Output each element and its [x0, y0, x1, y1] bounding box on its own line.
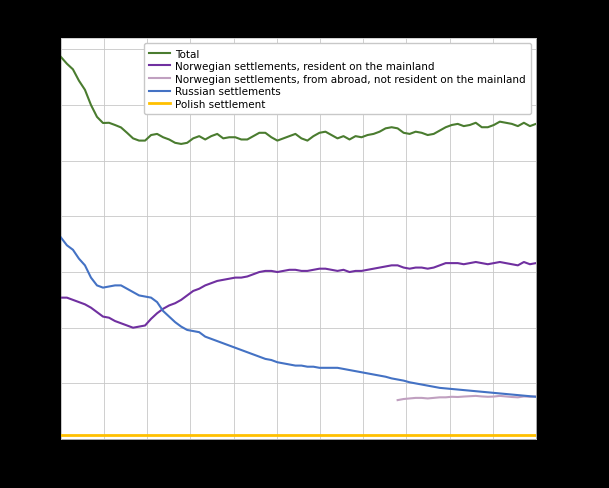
Text: 1.1.
2015: 1.1. 2015 — [534, 448, 562, 469]
Legend: Total, Norwegian settlements, resident on the mainland, Norwegian settlements, f: Total, Norwegian settlements, resident o… — [144, 44, 530, 115]
